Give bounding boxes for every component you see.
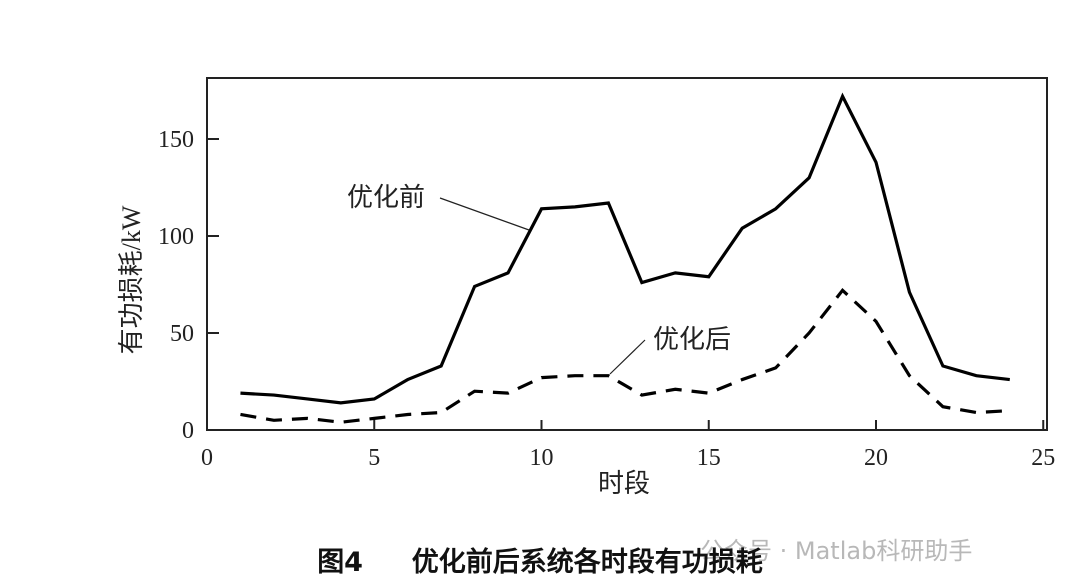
annotation-before: 优化前 <box>347 183 425 212</box>
x-tick-label: 10 <box>530 445 554 471</box>
caption-label: 图4 <box>317 547 363 578</box>
x-tick-label: 25 <box>1031 445 1055 471</box>
caption-text: 优化前后系统各时段有功损耗 <box>411 547 763 578</box>
x-tick-label: 15 <box>697 445 721 471</box>
figure-caption: 图4 优化前后系统各时段有功损耗 <box>0 540 1080 579</box>
x-tick-label: 5 <box>368 445 380 471</box>
series-line-after <box>240 287 1010 424</box>
plot-frame <box>206 77 1048 431</box>
y-tick-label: 150 <box>158 127 194 153</box>
x-tick-label: 0 <box>201 445 213 471</box>
x-axis-label: 时段 <box>598 469 650 498</box>
y-tick-label: 100 <box>158 224 194 250</box>
y-axis-label: 有功损耗/kW <box>117 205 146 354</box>
x-tick-label: 20 <box>864 445 888 471</box>
y-tick-label: 50 <box>170 321 194 347</box>
series-line-before <box>240 92 1010 405</box>
y-tick-label: 0 <box>182 418 194 444</box>
watermark: 公众号 · Matlab科研助手 <box>700 537 973 565</box>
annotation-after: 优化后 <box>653 325 731 354</box>
annotation-leader-after <box>609 339 646 375</box>
annotation-leader-before <box>439 197 530 231</box>
